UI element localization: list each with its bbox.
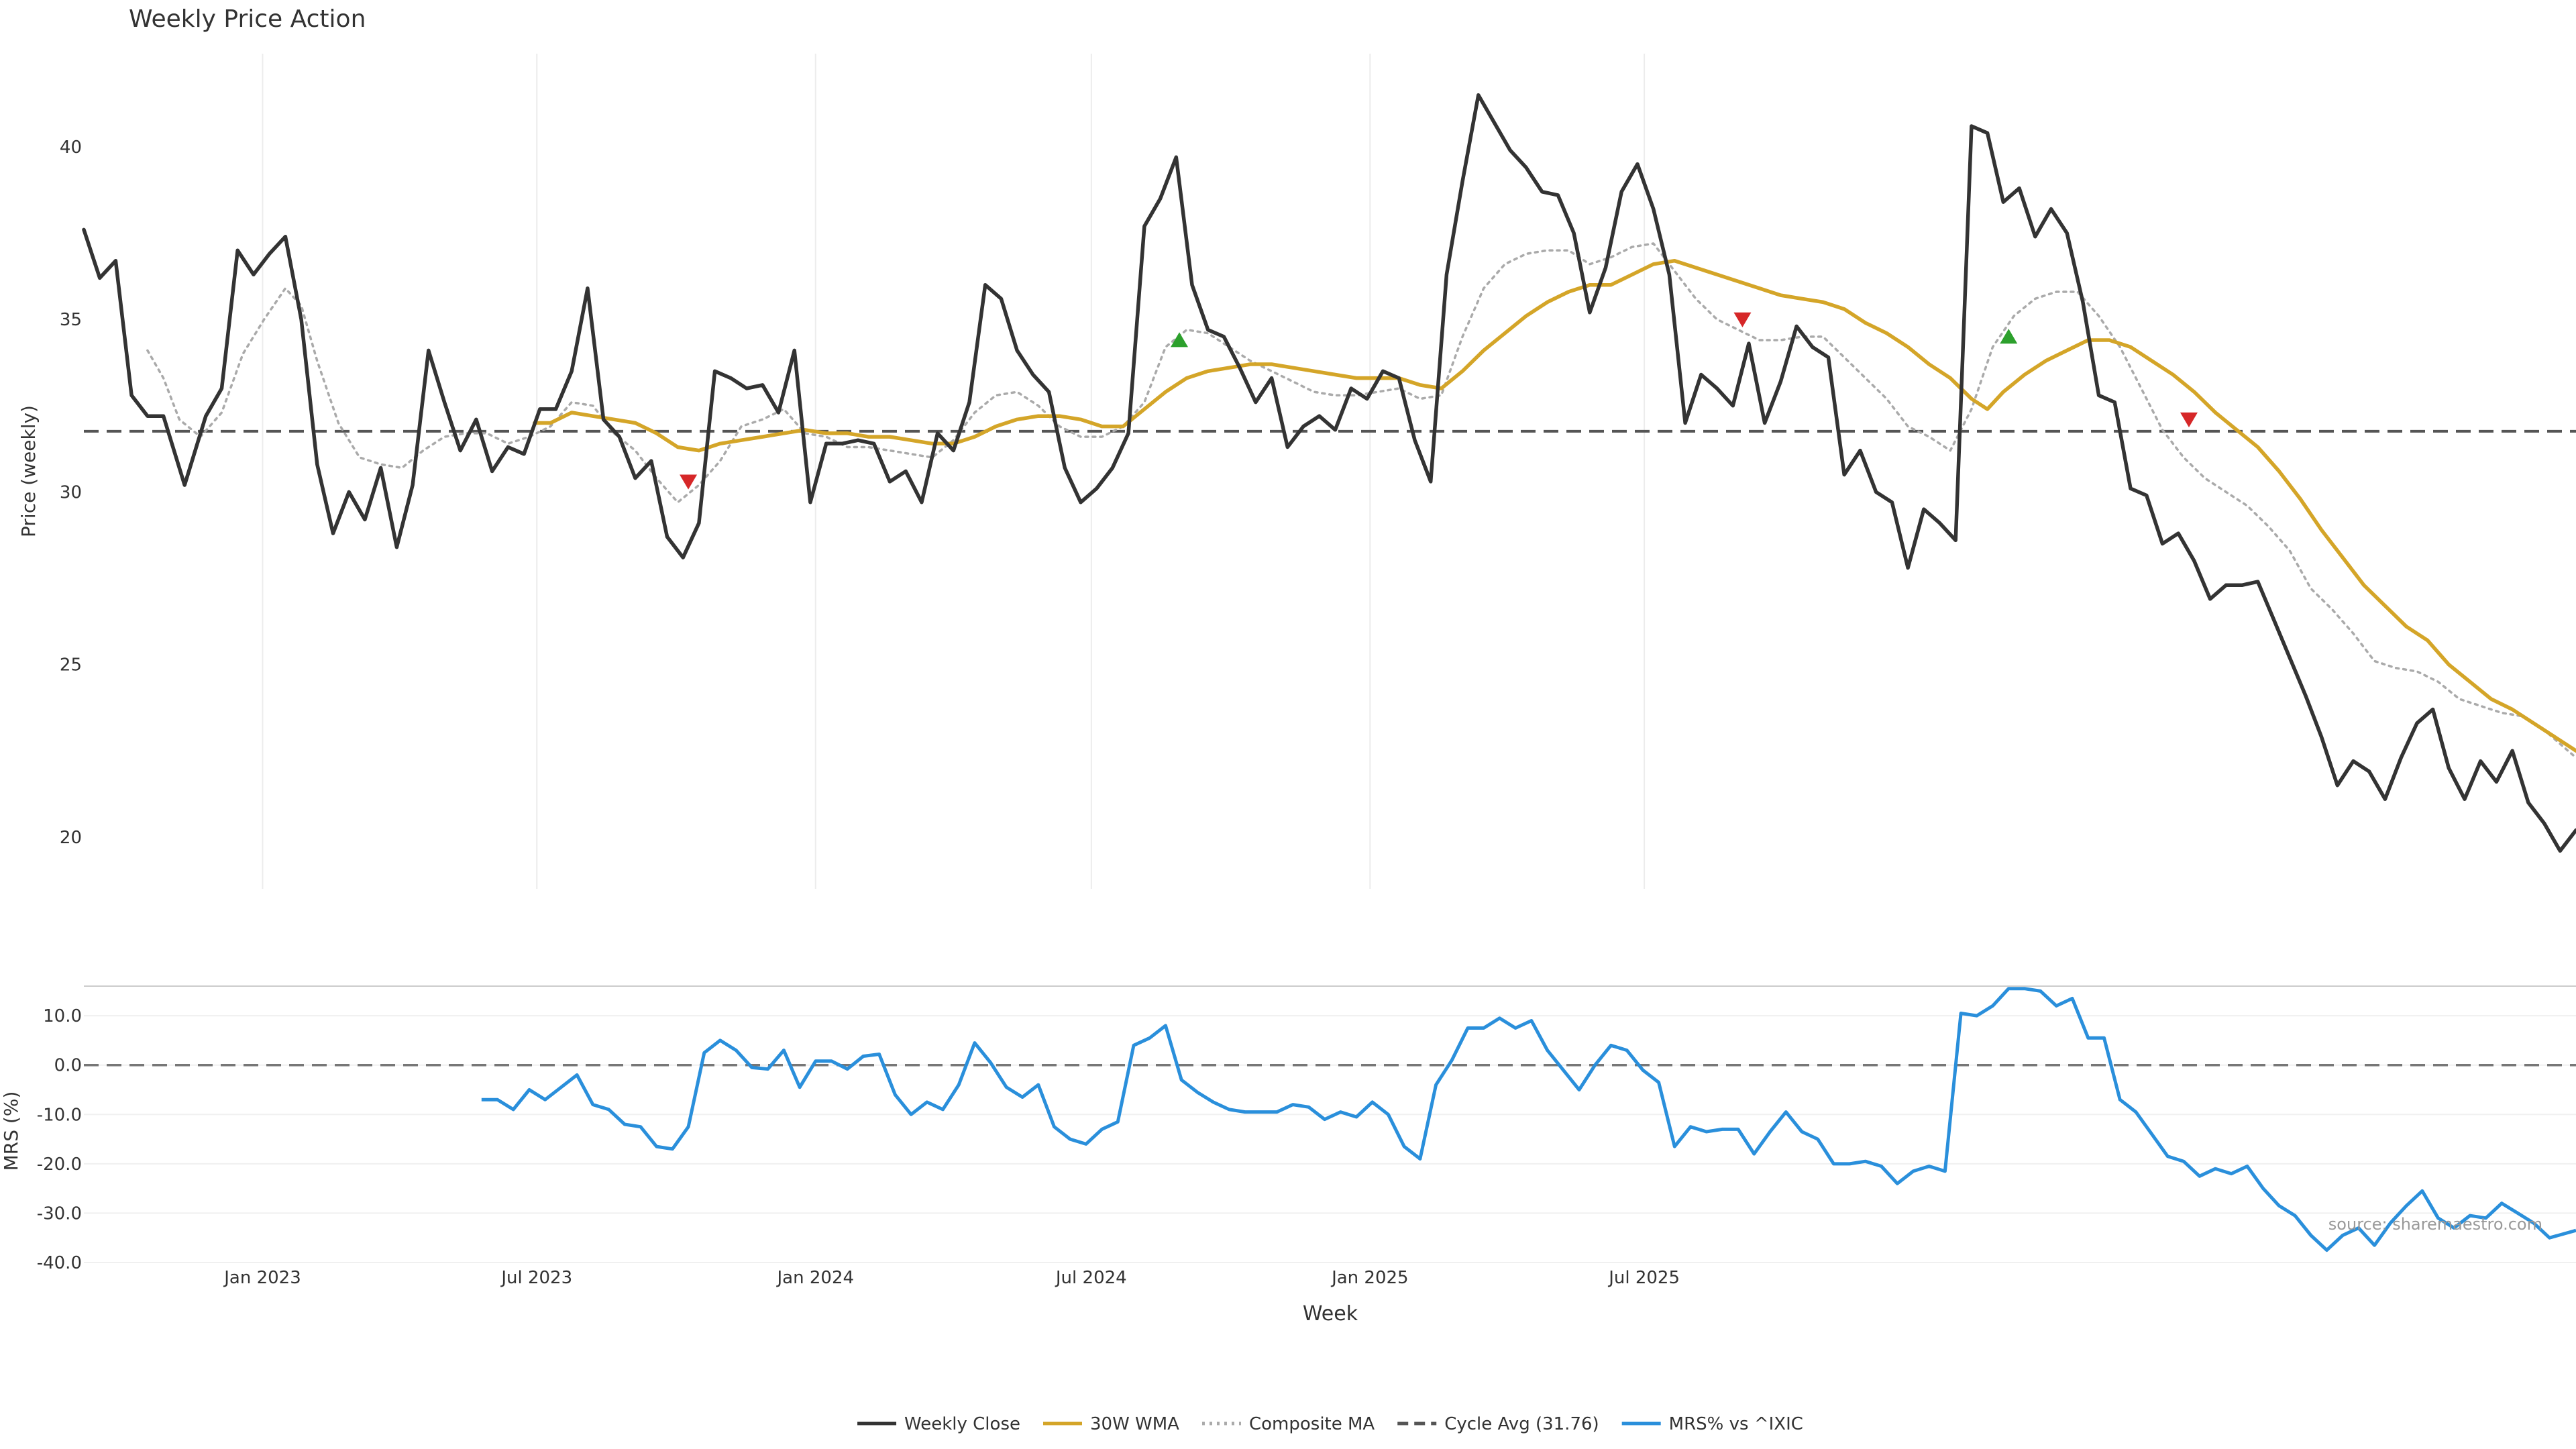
x-tick-label: Jan 2025 (1330, 1268, 1409, 1288)
mrs-y-tick-label: -30.0 (37, 1203, 82, 1224)
mrs-y-axis-label: MRS (%) (0, 1091, 22, 1171)
buy-signal-marker (1171, 332, 1189, 347)
legend-label: MRS% vs ^IXIC (1669, 1414, 1803, 1434)
legend-label: 30W WMA (1090, 1414, 1179, 1434)
price-y-tick-label: 25 (60, 655, 82, 676)
x-axis-label: Week (1303, 1302, 1358, 1326)
legend-label: Composite MA (1249, 1414, 1375, 1434)
sell-signal-marker (2180, 412, 2198, 428)
mrs-y-tick-label: 0.0 (54, 1056, 82, 1076)
mrs-y-tick-label: -40.0 (37, 1253, 82, 1273)
x-tick-label: Jul 2025 (1607, 1268, 1680, 1288)
legend-label: Weekly Close (904, 1414, 1020, 1434)
price-y-tick-label: 30 (60, 482, 82, 502)
x-tick-label: Jul 2024 (1055, 1268, 1127, 1288)
mrs-y-tick-label: 10.0 (43, 1006, 82, 1026)
x-tick-label: Jan 2024 (776, 1268, 855, 1288)
sell-signal-marker (1733, 312, 1752, 327)
mrs-y-tick-label: -10.0 (37, 1105, 82, 1125)
price-y-tick-label: 20 (60, 828, 82, 848)
composite-ma-line (146, 242, 2576, 759)
chart-title: Weekly Price Action (129, 5, 366, 33)
price-y-axis-label: Price (weekly) (17, 405, 40, 537)
x-tick-label: Jul 2023 (500, 1268, 572, 1288)
mrs-panel: 10.0 0.0 -10.0 -20.0 -30.0 -40.0 MRS (%) Jan 20… (0, 985, 2576, 1288)
weekly-close-line (82, 93, 2576, 853)
30w-wma-line (533, 258, 2576, 753)
price-y-tick-label: 40 (60, 138, 82, 158)
price-y-tick-label: 35 (60, 310, 82, 330)
source-note: source: sharemaestro.com (2328, 1215, 2542, 1234)
legend: Weekly Close 30W WMA Composite MA Cycle Avg… (857, 1414, 1803, 1434)
mrs-line (481, 987, 2576, 1252)
mrs-y-tick-label: -20.0 (37, 1155, 82, 1175)
buy-signal-marker (2000, 329, 2018, 344)
x-tick-label: Jan 2023 (223, 1268, 301, 1288)
price-panel: 20 25 30 35 40 Price (weekly) (17, 54, 2576, 889)
sell-signal-marker (680, 474, 698, 490)
legend-label: Cycle Avg (31.76) (1444, 1414, 1599, 1434)
